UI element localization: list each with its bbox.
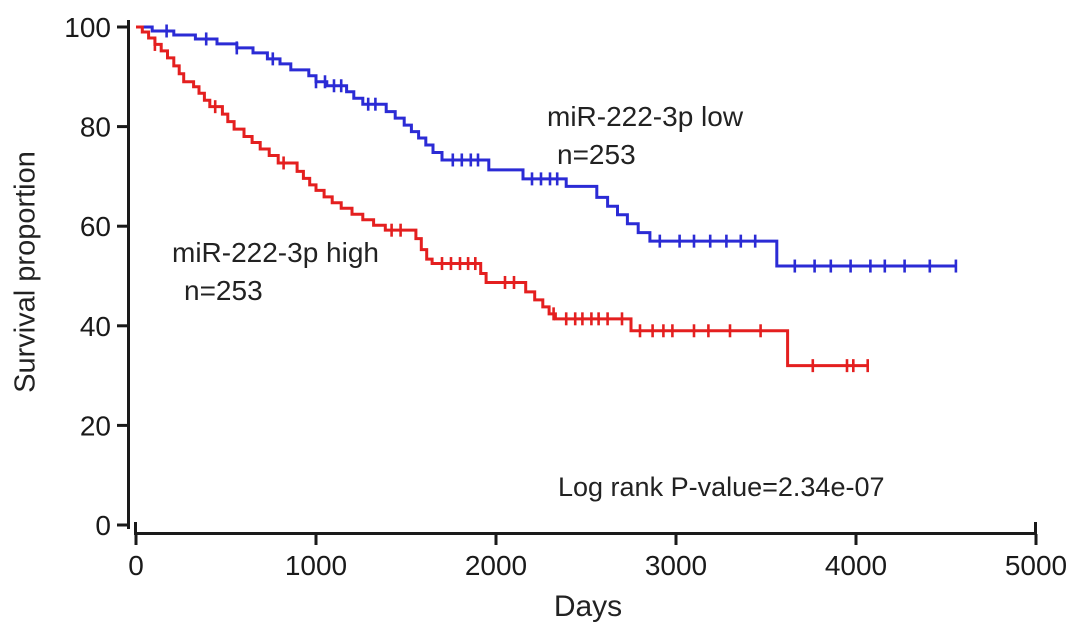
x-axis-title: Days bbox=[553, 590, 623, 623]
x-tick-label: 1000 bbox=[285, 550, 347, 581]
y-tick-label: 20 bbox=[80, 410, 111, 441]
survival-curve-low bbox=[136, 24, 958, 273]
y-tick-label: 80 bbox=[80, 112, 111, 143]
x-tick-label: 0 bbox=[128, 550, 144, 581]
series-label-low: miR-222-3p low n=253 bbox=[547, 103, 743, 169]
series-label-high-name: miR-222-3p high bbox=[172, 237, 379, 268]
y-tick-label: 100 bbox=[64, 12, 111, 43]
log-rank-pvalue-text: Log rank P-value=2.34e-07 bbox=[558, 472, 885, 502]
x-tick-label: 5000 bbox=[1005, 550, 1067, 581]
y-tick-label: 60 bbox=[80, 211, 111, 242]
x-tick-label: 3000 bbox=[645, 550, 707, 581]
y-axis-title: Survival proportion bbox=[9, 151, 42, 393]
km-step-path bbox=[136, 25, 957, 268]
x-tick-label: 4000 bbox=[825, 550, 887, 581]
series-label-low-n: n=253 bbox=[557, 139, 636, 170]
series-label-high: miR-222-3p high n=253 bbox=[172, 239, 379, 305]
series-label-low-name: miR-222-3p low bbox=[547, 101, 744, 132]
km-step-path bbox=[136, 25, 869, 368]
series-label-high-n: n=253 bbox=[184, 275, 263, 306]
y-tick-label: 0 bbox=[95, 510, 111, 541]
x-tick-label: 2000 bbox=[465, 550, 527, 581]
survival-curve-high bbox=[136, 25, 870, 373]
y-tick-label: 40 bbox=[80, 311, 111, 342]
